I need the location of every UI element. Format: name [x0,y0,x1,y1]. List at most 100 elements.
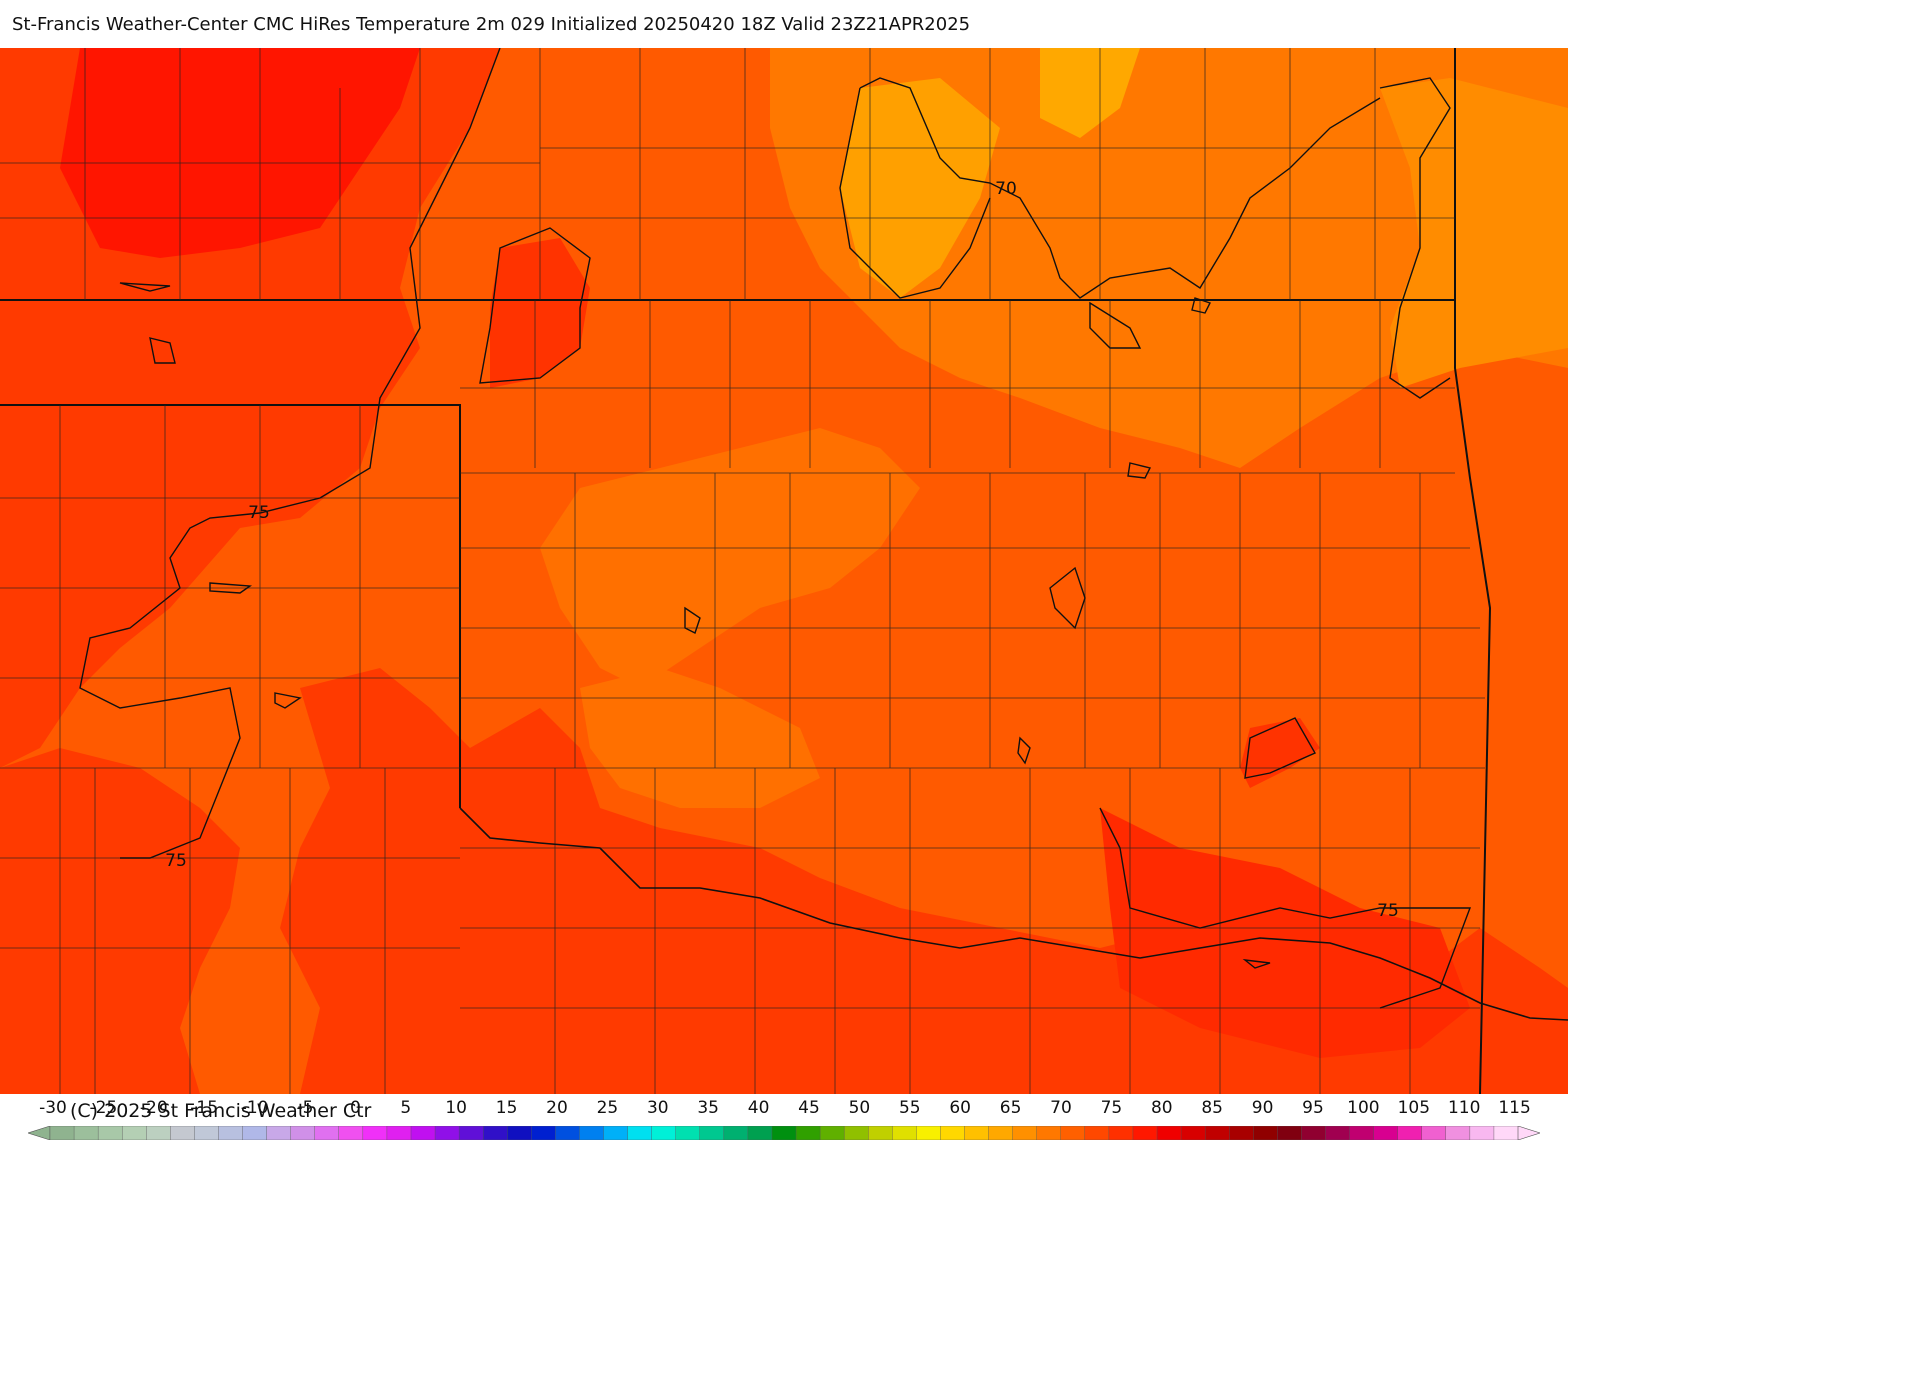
colorbar-tick: 15 [495,1098,518,1118]
colorbar-swatch [1325,1126,1351,1140]
red-river [459,807,1568,1021]
coolest-region [840,78,1000,298]
colorbar-swatch [314,1126,340,1140]
colorbar-swatch [1180,1126,1206,1140]
colorbar-swatch [916,1126,942,1140]
colorbar-swatch [121,1126,147,1140]
warm-blob-north [490,238,590,388]
colorbar-tick: -20 [139,1098,168,1118]
colorbar-tick: 30 [646,1098,669,1118]
colorbar-swatch [362,1126,388,1140]
colorbar-swatch [819,1126,845,1140]
colorbar-tick: -15 [190,1098,219,1118]
colorbar-swatch [988,1126,1014,1140]
colorbar-swatch [964,1126,990,1140]
colorbar-tick: 105 [1397,1098,1431,1118]
cool-region-far-east [1380,78,1568,388]
colorbar-tick: 80 [1150,1098,1173,1118]
colorbar-swatch [1132,1126,1158,1140]
colorbar-tick: 85 [1201,1098,1224,1118]
coolest-region-2 [1040,48,1140,138]
colorbar-swatch [940,1126,966,1140]
colorbar-swatch [699,1126,725,1140]
colorbar-tick: 5 [400,1098,412,1118]
colorbar-tick: 40 [747,1098,770,1118]
colorbar-swatch [892,1126,918,1140]
state-borders [0,48,1492,1094]
colorbar-tick: 115 [1498,1098,1531,1118]
colorbar-swatch [651,1126,677,1140]
colorbar-swatch [1084,1126,1110,1140]
colorbar-tick: 60 [949,1098,972,1118]
colorbar-swatch [1445,1126,1471,1140]
colorbar-swatch [1301,1126,1327,1140]
colorbar-swatch [194,1126,220,1140]
colorbar-swatch [1253,1126,1279,1140]
colorbar-arrow-right [1517,1126,1540,1140]
colorbar-swatch [795,1126,821,1140]
colorbar-swatch [723,1126,749,1140]
colorbar-swatch [531,1126,557,1140]
colorbar-swatch [434,1126,460,1140]
colorbar-swatch [1108,1126,1134,1140]
colorbar-swatch [482,1126,508,1140]
colorbar-swatch [1036,1126,1062,1140]
colorbar-tick: -5 [296,1098,314,1118]
colorbar-tick: 50 [848,1098,871,1118]
colorbar-tick: 100 [1347,1098,1380,1118]
colorbar-swatch [1397,1126,1423,1140]
colorbar-tick: 90 [1251,1098,1274,1118]
colorbar-swatch [1204,1126,1230,1140]
colorbar-swatch [1373,1126,1399,1140]
colorbar-swatch [603,1126,629,1140]
colorbar-swatch [242,1126,268,1140]
colorbar-swatch [1277,1126,1303,1140]
cool-region-southcentral [580,668,820,808]
colorbar-swatch [771,1126,797,1140]
colorbar-arrow-left [28,1126,51,1140]
colorbar-tick: 75 [1100,1098,1123,1118]
colorbar-tick: 45 [798,1098,820,1118]
county-lines [0,48,1485,1094]
colorbar-swatch [627,1126,653,1140]
colorbar-swatch [146,1126,172,1140]
colorbar-swatch [386,1126,412,1140]
colorbar-tick: 10 [445,1098,468,1118]
colorbar-swatch [1012,1126,1038,1140]
colorbar-tick: 95 [1302,1098,1324,1118]
copyright-text: (C) 2025 St Francis Weather Ctr [70,1100,372,1122]
isotherm-contours [79,48,1472,1009]
colorbar-swatch [1421,1126,1447,1140]
colorbar-tick: 65 [999,1098,1022,1118]
contour-label: 75 [248,503,270,523]
warm-blob-east [1240,718,1320,788]
colorbar-swatch [1469,1126,1495,1140]
colorbar-swatch [73,1126,99,1140]
colorbar-tick: 35 [697,1098,720,1118]
colorbar-swatch [1493,1126,1519,1140]
colorbar-swatch [410,1126,436,1140]
colorbar-tick: 0 [349,1098,361,1118]
colorbar-swatch [507,1126,533,1140]
colorbar-swatch [1156,1126,1182,1140]
colorbar-tick: -10 [240,1098,269,1118]
colorbar-tick: -25 [89,1098,118,1118]
colorbar-tick: 55 [898,1098,921,1118]
temperature-map: 70 75 75 75 [0,48,1568,1094]
colorbar-swatch [868,1126,893,1140]
colorbar-tick: 20 [546,1098,568,1118]
colorbar-swatch [290,1126,316,1140]
colorbar-tick: 110 [1447,1098,1481,1118]
cool-region-central [540,428,920,688]
contour-label: 75 [1377,901,1399,921]
colorbar-tick: 70 [1050,1098,1072,1118]
colorbar-swatch [579,1126,605,1140]
colorbar-swatch [170,1126,196,1140]
colorbar [28,1126,1540,1140]
colorbar-tick: -30 [39,1098,67,1118]
colorbar-tick-labels: -30 -25 -20 -15 -10 -5 0 5 10 15 20 25 30 35 40 45 50 55 6… [0,1098,1568,1120]
colorbar-swatch [338,1126,364,1140]
colorbar-swatch [747,1126,773,1140]
map-title: St-Francis Weather-Center CMC HiRes Temp… [12,14,971,35]
contour-label: 75 [165,851,187,871]
